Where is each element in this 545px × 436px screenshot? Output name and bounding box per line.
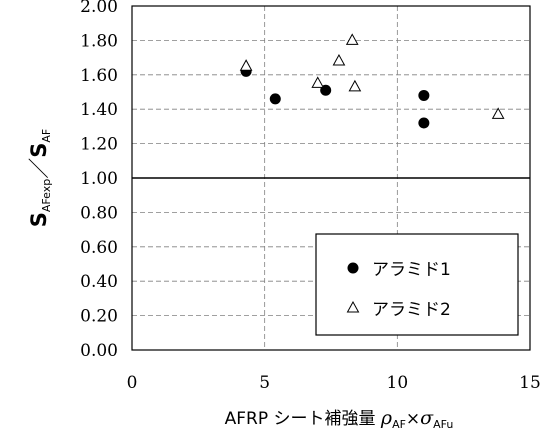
legend-label-series-1: アラミド1 [372, 260, 451, 280]
y-axis-label: SAFexp／SAF [27, 129, 53, 227]
y-tick-label: 1.60 [80, 66, 118, 86]
point-series-2 [332, 54, 346, 66]
point-series-2 [239, 59, 253, 71]
y-tick-label: 1.40 [80, 100, 118, 120]
x-axis-label-rho: ρ [380, 407, 393, 429]
x-axis-label-sigma: σ [420, 407, 434, 429]
point-series-2 [348, 79, 362, 92]
point-series-1 [418, 117, 430, 129]
y-tick-label: 0.80 [80, 203, 118, 223]
x-tick-label: 15 [519, 373, 541, 393]
y-axis-label-slash: ／ [27, 158, 51, 179]
y-tick-label: 1.80 [80, 31, 118, 51]
tick-labels: 0.00 0.20 0.40 0.60 0.80 1.00 1.20 1.40 1.60 1.80… [80, 0, 541, 393]
point-series-1 [418, 89, 430, 101]
x-axis-label-sigma-sub: AFu [433, 418, 453, 431]
point-series-2 [311, 76, 325, 88]
legend-label-series-2: アラミド2 [372, 300, 451, 320]
y-tick-label: 1.00 [80, 169, 118, 189]
y-tick-label: 0.00 [80, 341, 118, 361]
point-series-2 [345, 33, 359, 45]
y-tick-label: 2.00 [80, 0, 118, 17]
x-tick-label: 0 [127, 373, 138, 393]
y-tick-label: 0.40 [80, 272, 118, 292]
y-axis-label-s2: S [27, 143, 51, 158]
x-axis-label: AFRP シート補強量 ρAF×σAFu [225, 407, 454, 431]
y-tick-label: 0.20 [80, 307, 118, 327]
x-axis-label-times: × [406, 409, 420, 429]
legend-marker-series-2 [346, 300, 360, 313]
legend-marker-series-1 [347, 262, 359, 274]
x-tick-label: 10 [387, 373, 409, 393]
y-axis-label-s1-sub: AFexp [40, 179, 53, 212]
legend-box [315, 233, 519, 336]
x-axis-label-main: AFRP シート補強量 [225, 409, 381, 429]
x-tick-label: 5 [259, 373, 270, 393]
x-axis-label-rho-sub: AF [392, 418, 406, 431]
y-axis-label-s1: S [27, 212, 51, 227]
y-tick-label: 0.60 [80, 238, 118, 258]
y-axis-label-s2-sub: AF [40, 129, 53, 143]
y-tick-label: 1.20 [80, 135, 118, 155]
point-series-2 [491, 107, 505, 119]
data-points [239, 33, 505, 129]
point-series-1 [269, 93, 281, 105]
legend: アラミド1 アラミド2 [315, 233, 519, 336]
